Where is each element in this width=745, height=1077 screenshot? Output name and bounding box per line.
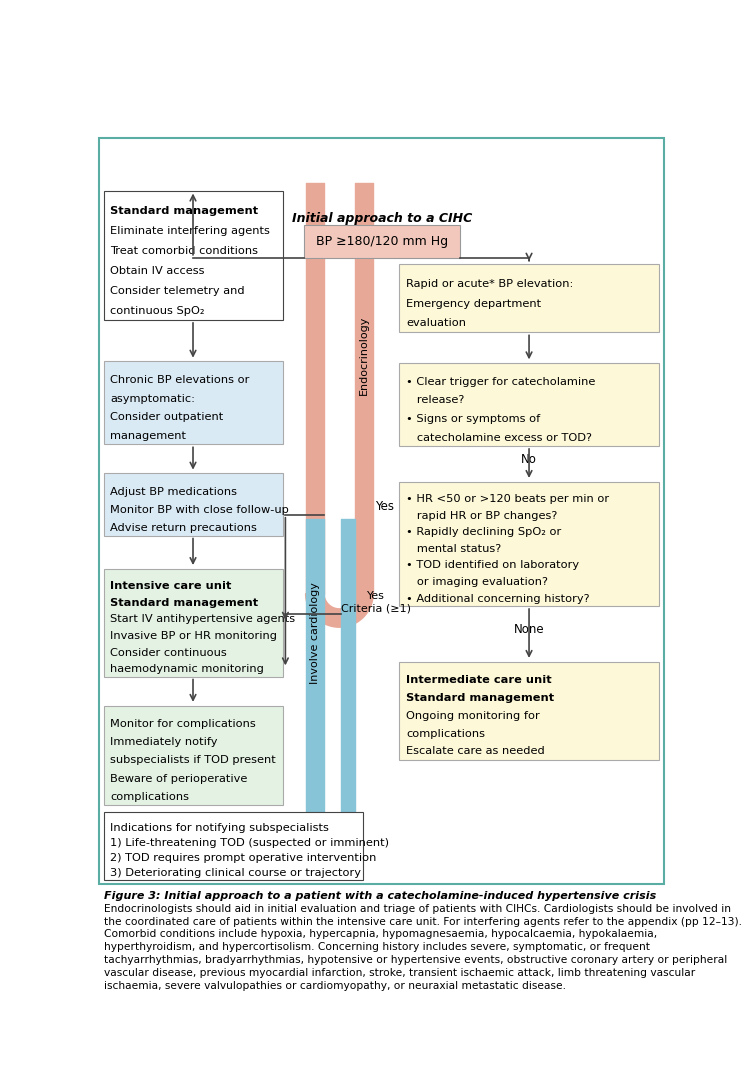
Text: Chronic BP elevations or: Chronic BP elevations or [110, 375, 250, 384]
Text: Rapid or acute* BP elevation:: Rapid or acute* BP elevation: [406, 279, 574, 289]
Polygon shape [305, 593, 373, 627]
Text: Ongoing monitoring for: Ongoing monitoring for [406, 711, 540, 721]
Text: Consider outpatient: Consider outpatient [110, 412, 224, 422]
Text: management: management [110, 431, 186, 440]
Text: Obtain IV access: Obtain IV access [110, 266, 205, 276]
Text: Monitor BP with close follow-up: Monitor BP with close follow-up [110, 504, 289, 515]
Text: Start IV antihypertensive agents: Start IV antihypertensive agents [110, 614, 296, 625]
Text: Initial approach to a CIHC: Initial approach to a CIHC [292, 212, 472, 225]
Text: continuous SpO₂: continuous SpO₂ [110, 306, 205, 316]
Text: Standard management: Standard management [406, 693, 554, 702]
FancyBboxPatch shape [304, 225, 460, 257]
Text: Immediately notify: Immediately notify [110, 737, 218, 747]
Text: Escalate care as needed: Escalate care as needed [406, 746, 545, 756]
Text: release?: release? [406, 395, 464, 405]
Text: • HR <50 or >120 beats per min or: • HR <50 or >120 beats per min or [406, 494, 609, 504]
Text: • Rapidly declining SpO₂ or: • Rapidly declining SpO₂ or [406, 528, 561, 537]
FancyBboxPatch shape [399, 661, 659, 759]
FancyBboxPatch shape [399, 265, 659, 333]
Text: No: No [521, 453, 537, 466]
Text: haemodynamic monitoring: haemodynamic monitoring [110, 665, 264, 674]
Text: Consider continuous: Consider continuous [110, 647, 227, 658]
Text: None: None [514, 624, 545, 637]
Text: Invasive BP or HR monitoring: Invasive BP or HR monitoring [110, 631, 277, 641]
Text: Advise return precautions: Advise return precautions [110, 522, 257, 532]
Text: 2) TOD requires prompt operative intervention: 2) TOD requires prompt operative interve… [110, 853, 377, 863]
Text: • TOD identified on laboratory: • TOD identified on laboratory [406, 560, 579, 571]
Text: Eliminate interfering agents: Eliminate interfering agents [110, 226, 270, 236]
Text: • Additional concerning history?: • Additional concerning history? [406, 593, 590, 603]
FancyBboxPatch shape [104, 812, 364, 880]
FancyBboxPatch shape [104, 192, 282, 320]
Text: Endocrinologists should aid in initial evaluation and triage of patients with CI: Endocrinologists should aid in initial e… [104, 904, 741, 991]
FancyBboxPatch shape [104, 362, 282, 445]
Text: Emergency department: Emergency department [406, 298, 541, 308]
Text: Yes: Yes [375, 500, 394, 513]
Text: complications: complications [406, 728, 485, 739]
Text: BP ≥180/120 mm Hg: BP ≥180/120 mm Hg [316, 235, 448, 248]
Text: Standard management: Standard management [110, 598, 259, 607]
Text: Involve cardiology: Involve cardiology [310, 582, 320, 684]
Text: • Signs or symptoms of: • Signs or symptoms of [406, 414, 540, 424]
Text: evaluation: evaluation [406, 319, 466, 328]
Text: subspecialists if TOD present: subspecialists if TOD present [110, 755, 276, 766]
Text: Consider telemetry and: Consider telemetry and [110, 285, 245, 296]
Text: Standard management: Standard management [110, 206, 259, 215]
Text: Intermediate care unit: Intermediate care unit [406, 675, 552, 685]
Text: Monitor for complications: Monitor for complications [110, 719, 256, 729]
FancyBboxPatch shape [104, 705, 282, 806]
Text: Adjust BP medications: Adjust BP medications [110, 487, 238, 496]
FancyBboxPatch shape [104, 474, 282, 535]
Text: Yes
Criteria (≥1): Yes Criteria (≥1) [341, 591, 411, 613]
FancyBboxPatch shape [399, 363, 659, 446]
Text: Beware of perioperative: Beware of perioperative [110, 773, 248, 784]
Text: Figure 3: Initial approach to a patient with a catecholamine-induced hypertensiv: Figure 3: Initial approach to a patient … [104, 891, 656, 900]
Text: 1) Life-threatening TOD (suspected or imminent): 1) Life-threatening TOD (suspected or im… [110, 838, 390, 849]
Text: rapid HR or BP changes?: rapid HR or BP changes? [406, 510, 557, 520]
Text: 3) Deteriorating clinical course or trajectory: 3) Deteriorating clinical course or traj… [110, 868, 361, 878]
FancyBboxPatch shape [104, 569, 282, 676]
FancyBboxPatch shape [399, 481, 659, 606]
Text: catecholamine excess or TOD?: catecholamine excess or TOD? [406, 433, 592, 443]
Text: Treat comorbid conditions: Treat comorbid conditions [110, 246, 259, 256]
Text: mental status?: mental status? [406, 544, 501, 554]
Text: • Clear trigger for catecholamine: • Clear trigger for catecholamine [406, 377, 595, 387]
Text: Indications for notifying subspecialists: Indications for notifying subspecialists [110, 823, 329, 834]
Text: complications: complications [110, 792, 189, 802]
Text: Intensive care unit: Intensive care unit [110, 582, 232, 591]
Text: or imaging evaluation?: or imaging evaluation? [406, 577, 548, 587]
Text: Endocrinology: Endocrinology [359, 316, 369, 395]
Text: asymptomatic:: asymptomatic: [110, 394, 195, 404]
Polygon shape [305, 813, 355, 838]
